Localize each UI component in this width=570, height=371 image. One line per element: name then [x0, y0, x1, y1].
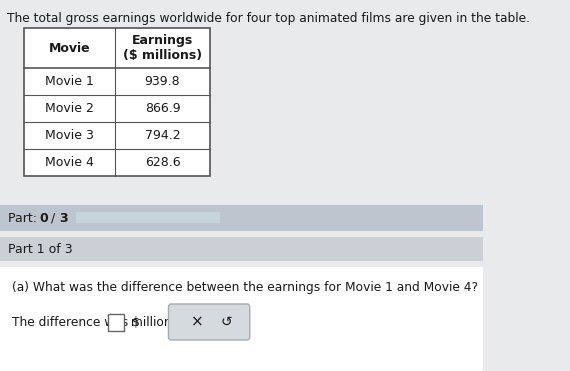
- Text: 3: 3: [59, 211, 68, 224]
- Text: Movie 1: Movie 1: [45, 75, 94, 88]
- Text: million.: million.: [127, 315, 176, 328]
- Text: Earnings
($ millions): Earnings ($ millions): [123, 34, 202, 62]
- Bar: [171, 307, 247, 337]
- Text: 866.9: 866.9: [145, 102, 180, 115]
- Text: 794.2: 794.2: [145, 129, 180, 142]
- Text: ×: ×: [192, 315, 204, 329]
- Text: ↺: ↺: [220, 315, 231, 329]
- Text: /: /: [47, 211, 59, 224]
- Text: 628.6: 628.6: [145, 156, 180, 169]
- Text: 0: 0: [40, 211, 48, 224]
- Text: 939.8: 939.8: [145, 75, 180, 88]
- Bar: [24, 28, 210, 176]
- Bar: [24, 28, 210, 176]
- Bar: [76, 212, 220, 223]
- FancyBboxPatch shape: [169, 304, 250, 340]
- Text: Part:: Part:: [9, 211, 42, 224]
- Text: Movie 4: Movie 4: [45, 156, 94, 169]
- Text: Movie 3: Movie 3: [45, 129, 94, 142]
- Bar: [0, 237, 483, 261]
- Text: (a) What was the difference between the earnings for Movie 1 and Movie 4?: (a) What was the difference between the …: [12, 281, 478, 294]
- Text: The difference was $: The difference was $: [12, 315, 140, 328]
- Text: Movie 2: Movie 2: [45, 102, 94, 115]
- Bar: [0, 205, 483, 231]
- Bar: [0, 267, 483, 371]
- Text: Movie: Movie: [48, 42, 90, 55]
- Text: Part 1 of 3: Part 1 of 3: [9, 243, 73, 256]
- Bar: [108, 313, 124, 331]
- Text: The total gross earnings worldwide for four top animated films are given in the : The total gross earnings worldwide for f…: [7, 12, 530, 25]
